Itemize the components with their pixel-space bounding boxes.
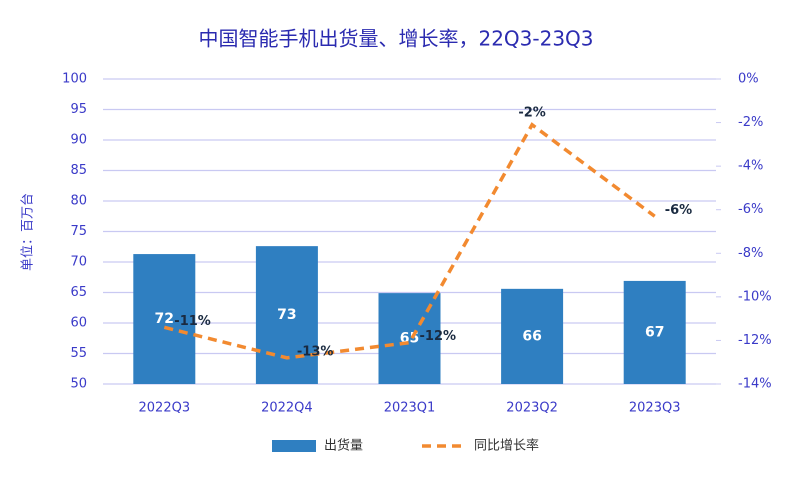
bar (623, 280, 686, 384)
legend-label: 出货量 (324, 438, 363, 454)
y-tick-label: 90 (70, 133, 87, 148)
y-tick-label: 80 (70, 194, 87, 209)
y2-tick-label: 0% (738, 72, 759, 87)
legend-swatch (272, 440, 316, 452)
y2-tick-label: -12% (738, 333, 772, 348)
line-label: -13% (297, 344, 334, 359)
y-tick-label: 100 (62, 72, 87, 87)
y2-tick-label: -10% (738, 289, 772, 304)
y-tick-label: 65 (70, 285, 87, 300)
x-tick-label: 2022Q3 (139, 401, 191, 416)
y-tick-label: 95 (70, 102, 87, 117)
line-label: -11% (174, 314, 211, 329)
y2-tick-label: -14% (738, 377, 772, 392)
y-tick-label: 85 (70, 163, 87, 178)
bar-label: 67 (645, 324, 664, 340)
y2-tick-label: -8% (738, 246, 763, 261)
y2-tick-label: -2% (738, 115, 763, 130)
x-tick-label: 2022Q4 (261, 401, 313, 416)
y2-tick-label: -4% (738, 159, 763, 174)
line-label: -2% (518, 105, 545, 120)
y-tick-label: 55 (70, 346, 87, 361)
bar-label: 66 (522, 328, 541, 344)
y-tick-label: 70 (70, 255, 87, 270)
line-label: -6% (665, 203, 692, 218)
y-tick-label: 50 (70, 377, 87, 392)
legend-label: 同比增长率 (474, 438, 539, 454)
chart-title: 中国智能手机出货量、增长率，22Q3-23Q3 (198, 27, 593, 51)
bar (255, 246, 318, 384)
y-tick-label: 60 (70, 316, 87, 331)
x-tick-label: 2023Q3 (629, 401, 681, 416)
y-axis-label: 单位：百万台 (21, 193, 36, 271)
y2-tick-label: -6% (738, 202, 763, 217)
bar-label: 72 (155, 311, 174, 327)
bar (501, 288, 564, 384)
x-tick-label: 2023Q2 (506, 401, 558, 416)
bar (133, 254, 196, 384)
bar-label: 73 (277, 307, 296, 323)
x-tick-label: 2023Q1 (384, 401, 436, 416)
line-label: -12% (420, 329, 457, 344)
y-tick-label: 75 (70, 224, 87, 239)
